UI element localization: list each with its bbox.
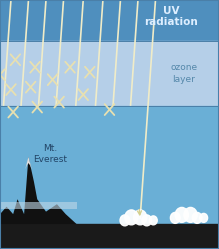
Circle shape (125, 210, 138, 225)
Circle shape (142, 215, 152, 226)
Text: ozone
layer: ozone layer (170, 63, 198, 83)
Polygon shape (0, 202, 77, 209)
Circle shape (170, 212, 180, 223)
Circle shape (192, 212, 202, 223)
Circle shape (184, 207, 197, 222)
Circle shape (149, 216, 157, 225)
Circle shape (175, 207, 188, 222)
Polygon shape (0, 157, 77, 224)
Polygon shape (25, 157, 32, 169)
Text: UV
radiation: UV radiation (144, 6, 198, 27)
Circle shape (134, 210, 147, 225)
Circle shape (200, 213, 208, 222)
Circle shape (120, 215, 130, 226)
Text: Mt.
Everest: Mt. Everest (33, 144, 67, 164)
